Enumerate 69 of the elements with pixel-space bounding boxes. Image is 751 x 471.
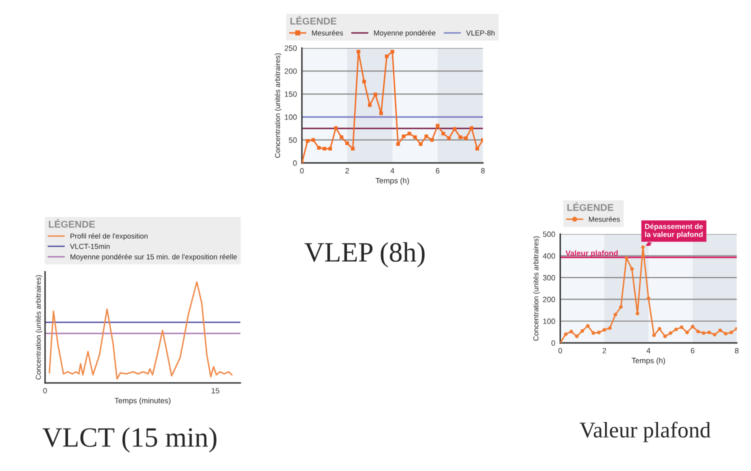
point — [597, 330, 601, 334]
point — [630, 267, 634, 271]
point — [430, 138, 434, 142]
point — [384, 54, 389, 58]
point — [712, 332, 716, 336]
point — [345, 141, 349, 146]
point — [447, 136, 451, 140]
point — [668, 331, 672, 335]
point — [322, 146, 326, 151]
point — [646, 296, 650, 300]
point — [702, 331, 706, 335]
point — [580, 329, 584, 333]
point — [362, 80, 366, 84]
text: VLCT (15 min) — [42, 427, 216, 453]
point — [729, 330, 734, 334]
point — [636, 312, 640, 316]
point — [724, 332, 728, 336]
point — [436, 124, 440, 128]
point — [311, 138, 316, 142]
legend-title: LÉGENDE — [567, 202, 614, 211]
point — [441, 132, 446, 136]
point — [641, 245, 645, 249]
point — [658, 326, 662, 331]
point — [464, 136, 468, 140]
point — [564, 332, 568, 336]
point — [685, 330, 689, 334]
point — [608, 326, 612, 330]
point — [334, 126, 338, 130]
point — [569, 330, 574, 334]
point — [586, 324, 590, 328]
point — [452, 127, 456, 131]
point — [574, 334, 579, 338]
point — [475, 146, 480, 151]
point — [458, 135, 462, 140]
point — [680, 325, 684, 330]
point — [614, 312, 618, 316]
point — [396, 142, 400, 146]
point — [602, 328, 606, 332]
point — [317, 146, 321, 150]
line-series — [302, 50, 483, 163]
text: VLEP (8h) — [304, 242, 425, 268]
point — [718, 328, 722, 332]
point — [356, 50, 360, 54]
point — [624, 256, 628, 260]
point — [306, 139, 310, 143]
point — [592, 331, 596, 335]
point — [418, 142, 422, 146]
point — [351, 146, 355, 151]
legend-title: LÉGENDE — [48, 218, 95, 228]
point — [390, 50, 394, 54]
point — [663, 334, 667, 338]
legend-title: LÉGENDE — [290, 16, 336, 25]
point — [368, 103, 372, 107]
point — [408, 132, 412, 136]
point — [674, 328, 678, 332]
point — [470, 126, 474, 130]
point — [413, 135, 417, 140]
text: Valeur plafond — [580, 422, 711, 442]
point — [379, 112, 383, 116]
point — [374, 92, 378, 96]
point — [707, 330, 711, 334]
point — [690, 324, 694, 328]
point — [340, 135, 344, 140]
point — [328, 146, 332, 151]
point — [402, 134, 406, 138]
point — [424, 134, 428, 138]
point — [619, 305, 623, 309]
point — [652, 333, 656, 338]
point — [696, 330, 700, 334]
